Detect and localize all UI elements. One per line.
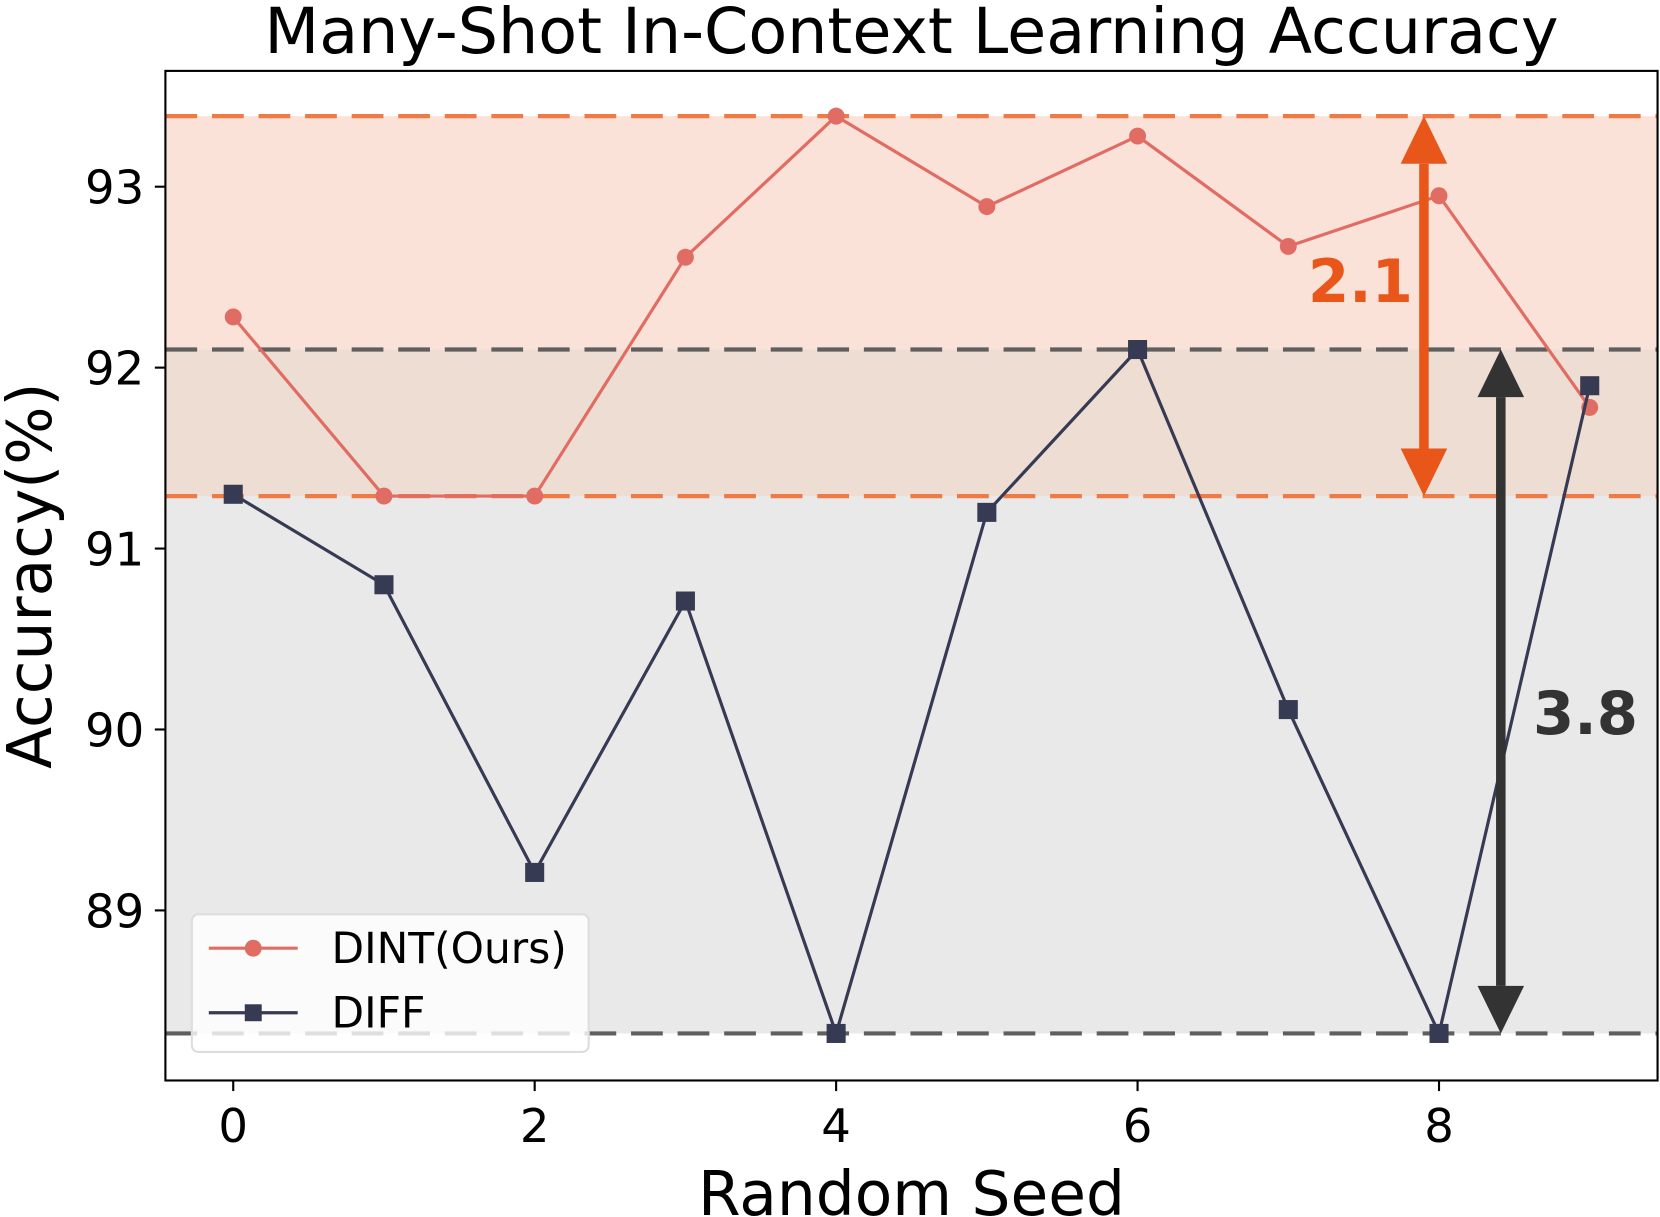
y-tick-label: 89 <box>85 884 144 938</box>
data-point-diff <box>1429 1023 1449 1043</box>
data-point-dint <box>1279 237 1297 255</box>
annotation-label: 2.1 <box>1308 247 1413 316</box>
arrow-head-down <box>1400 448 1448 497</box>
x-axis-label: Random Seed <box>698 1159 1125 1217</box>
series-line-1 <box>232 346 1592 1039</box>
plot-marks <box>223 107 1600 1043</box>
axis-ticks: 0 2 4 6 8 89 90 91 92 93 <box>85 161 1454 1153</box>
data-point-dint <box>676 248 694 266</box>
y-tick-label: 93 <box>85 161 144 215</box>
plot-frame <box>164 69 1659 1082</box>
data-point-diff <box>223 484 243 504</box>
data-point-dint <box>526 487 544 505</box>
legend-marker-dint <box>244 939 262 957</box>
legend-marker-diff <box>244 1004 262 1022</box>
data-point-dint <box>375 487 393 505</box>
arrow-head-up <box>1477 349 1525 398</box>
legend: DINT(Ours) DIFF <box>190 913 590 1053</box>
arrow-head-down <box>1477 985 1525 1034</box>
x-tick-label: 2 <box>520 1099 550 1153</box>
data-point-diff <box>675 591 695 611</box>
y-tick-label: 90 <box>85 703 144 757</box>
data-point-diff <box>525 862 545 882</box>
arrow-head-up <box>1400 116 1448 164</box>
data-point-diff <box>826 1023 846 1043</box>
data-point-dint <box>1430 187 1448 205</box>
x-tick-label: 8 <box>1424 1099 1454 1153</box>
x-tick-label: 0 <box>218 1099 248 1153</box>
data-point-dint <box>1129 127 1147 145</box>
y-axis-label: Accuracy(%) <box>0 383 66 769</box>
data-point-dint <box>978 198 996 216</box>
data-point-diff <box>374 575 394 595</box>
band-overlap <box>165 349 1658 497</box>
chart-title: Many-Shot In-Context Learning Accuracy <box>264 0 1558 68</box>
legend-label-diff: DIFF <box>332 989 426 1038</box>
range-bands <box>165 114 1658 1036</box>
legend-label-dint: DINT(Ours) <box>332 924 567 973</box>
annotation-label: 3.8 <box>1533 679 1638 748</box>
data-point-dint <box>224 308 242 326</box>
series-line-0 <box>232 114 1592 498</box>
data-point-dint <box>827 107 845 125</box>
x-tick-label: 6 <box>1123 1099 1153 1153</box>
data-point-diff <box>1128 340 1148 360</box>
data-point-diff <box>1580 376 1600 396</box>
x-tick-label: 4 <box>821 1099 851 1153</box>
y-tick-label: 92 <box>85 342 144 396</box>
data-point-diff <box>977 502 997 522</box>
data-point-diff <box>1278 700 1298 720</box>
annotations: 2.1 3.8 <box>1308 116 1638 1034</box>
y-tick-label: 91 <box>85 522 144 576</box>
